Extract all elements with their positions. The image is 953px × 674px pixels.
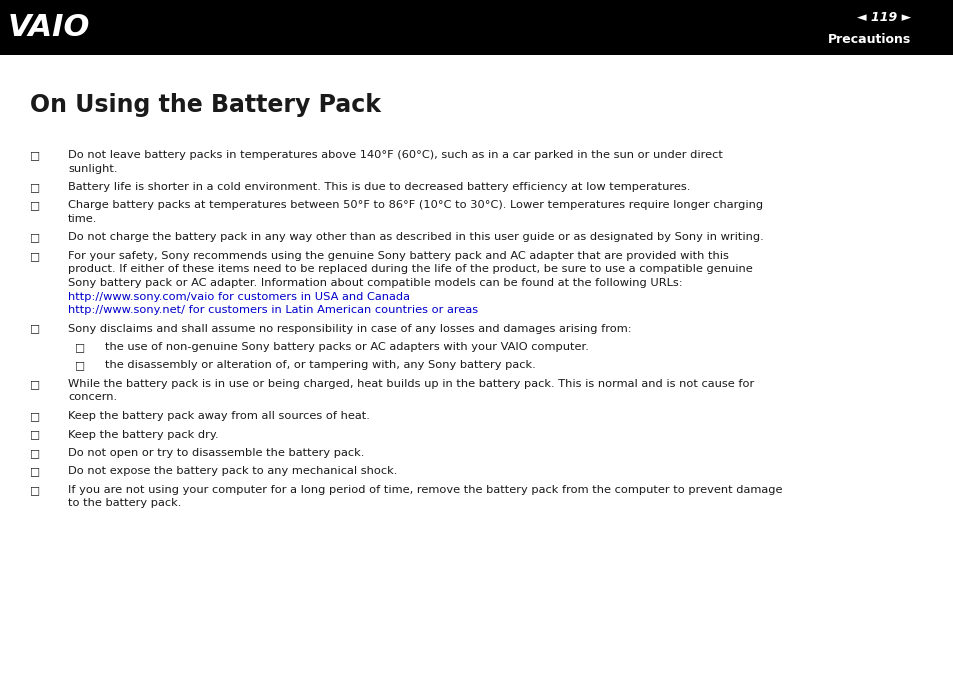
Text: ◄ 119 ►: ◄ 119 ► (856, 11, 910, 24)
Text: □: □ (75, 342, 85, 352)
Text: □: □ (30, 448, 40, 458)
Text: http://www.sony.com/vaio for customers in USA and Canada: http://www.sony.com/vaio for customers i… (68, 291, 410, 301)
Text: to the battery pack.: to the battery pack. (68, 499, 181, 508)
Text: □: □ (75, 361, 85, 371)
Text: □: □ (30, 200, 40, 210)
Text: Do not charge the battery pack in any way other than as described in this user g: Do not charge the battery pack in any wa… (68, 233, 763, 243)
Text: □: □ (30, 251, 40, 261)
Text: the use of non-genuine Sony battery packs or AC adapters with your VAIO computer: the use of non-genuine Sony battery pack… (105, 342, 588, 352)
Text: concern.: concern. (68, 392, 117, 402)
Text: Sony disclaims and shall assume no responsibility in case of any losses and dama: Sony disclaims and shall assume no respo… (68, 324, 631, 334)
Text: While the battery pack is in use or being charged, heat builds up in the battery: While the battery pack is in use or bein… (68, 379, 754, 389)
Text: Sony battery pack or AC adapter. Information about compatible models can be foun: Sony battery pack or AC adapter. Informa… (68, 278, 682, 288)
Text: Keep the battery pack away from all sources of heat.: Keep the battery pack away from all sour… (68, 411, 370, 421)
Text: Do not open or try to disassemble the battery pack.: Do not open or try to disassemble the ba… (68, 448, 364, 458)
Text: product. If either of these items need to be replaced during the life of the pro: product. If either of these items need t… (68, 264, 752, 274)
Text: time.: time. (68, 214, 97, 224)
Text: the disassembly or alteration of, or tampering with, any Sony battery pack.: the disassembly or alteration of, or tam… (105, 361, 536, 371)
Text: Charge battery packs at temperatures between 50°F to 86°F (10°C to 30°C). Lower : Charge battery packs at temperatures bet… (68, 200, 762, 210)
Text: Do not leave battery packs in temperatures above 140°F (60°C), such as in a car : Do not leave battery packs in temperatur… (68, 150, 722, 160)
Text: VAIO: VAIO (8, 13, 90, 42)
Text: □: □ (30, 182, 40, 192)
Text: http://www.sony.net/ for customers in Latin American countries or areas: http://www.sony.net/ for customers in La… (68, 305, 477, 315)
Text: Precautions: Precautions (827, 33, 910, 46)
Text: On Using the Battery Pack: On Using the Battery Pack (30, 93, 380, 117)
Text: For your safety, Sony recommends using the genuine Sony battery pack and AC adap: For your safety, Sony recommends using t… (68, 251, 728, 261)
Text: □: □ (30, 233, 40, 243)
Text: □: □ (30, 324, 40, 334)
Text: □: □ (30, 466, 40, 477)
Text: □: □ (30, 429, 40, 439)
Text: Keep the battery pack dry.: Keep the battery pack dry. (68, 429, 218, 439)
Text: sunlight.: sunlight. (68, 164, 117, 173)
Text: □: □ (30, 485, 40, 495)
Text: □: □ (30, 379, 40, 389)
Text: □: □ (30, 150, 40, 160)
Text: □: □ (30, 411, 40, 421)
Text: If you are not using your computer for a long period of time, remove the battery: If you are not using your computer for a… (68, 485, 781, 495)
Text: Do not expose the battery pack to any mechanical shock.: Do not expose the battery pack to any me… (68, 466, 397, 477)
Text: Battery life is shorter in a cold environment. This is due to decreased battery : Battery life is shorter in a cold enviro… (68, 182, 690, 192)
